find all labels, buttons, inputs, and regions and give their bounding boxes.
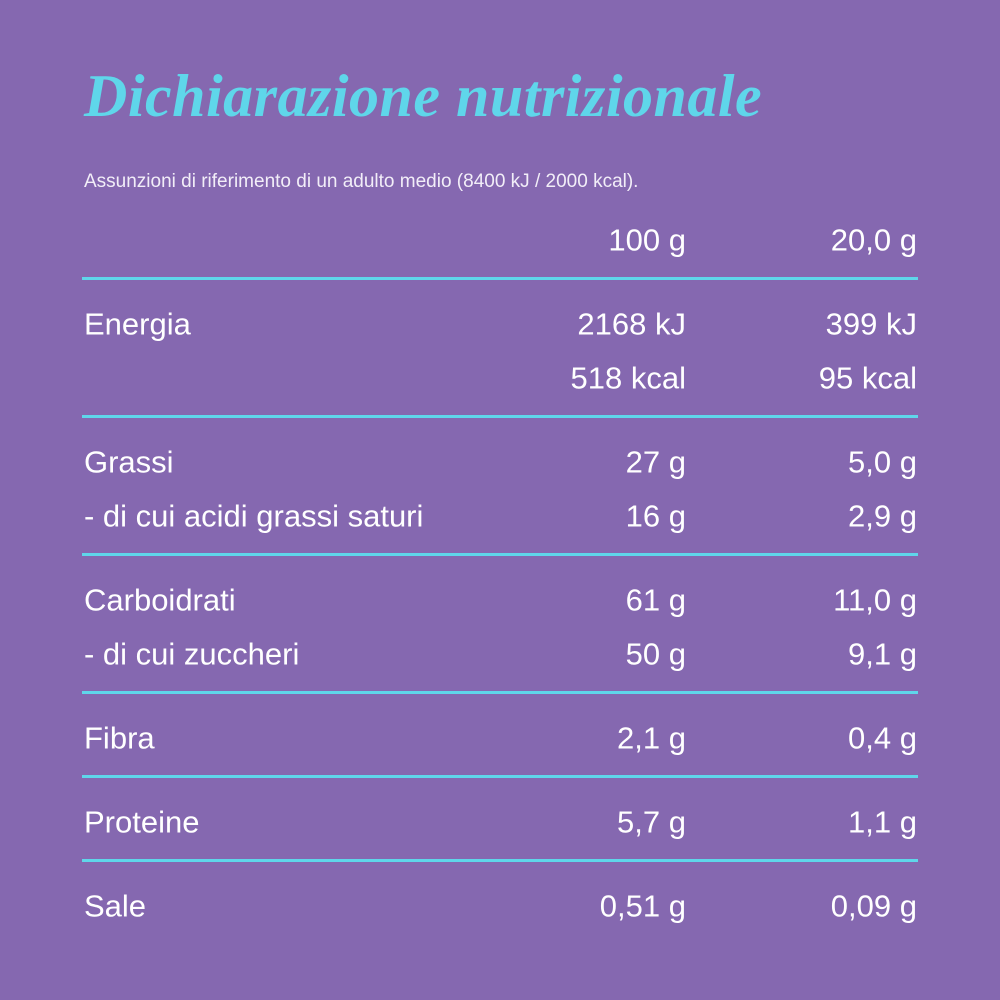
value-per-100g: 61 g — [625, 582, 686, 618]
column-header: 100 g — [608, 222, 686, 258]
nutrient-label: Fibra — [84, 720, 155, 756]
value-per-portion: 9,1 g — [848, 636, 917, 672]
value-per-portion: 2,9 g — [848, 498, 917, 534]
separator — [82, 553, 918, 556]
nutrient-label: Grassi — [84, 444, 174, 480]
title: Dichiarazione nutrizionale — [84, 63, 763, 129]
separator — [82, 775, 918, 778]
value-per-portion: 95 kcal — [818, 360, 917, 396]
value-per-portion: 11,0 g — [833, 582, 917, 618]
nutrient-label: Proteine — [84, 804, 200, 840]
separator — [82, 859, 918, 862]
nutrient-label: - di cui zuccheri — [84, 636, 300, 672]
value-per-portion: 0,09 g — [830, 888, 917, 924]
value-per-portion: 1,1 g — [848, 804, 917, 840]
value-per-100g: 2,1 g — [617, 720, 686, 756]
value-per-100g: 518 kcal — [570, 360, 686, 396]
value-per-100g: 5,7 g — [617, 804, 686, 840]
subtitle: Assunzioni di riferimento di un adulto m… — [84, 171, 639, 192]
value-per-portion: 5,0 g — [848, 444, 917, 480]
value-per-100g: 2168 kJ — [577, 306, 686, 342]
value-per-100g: 16 g — [625, 498, 686, 534]
nutrient-label: Energia — [84, 306, 191, 342]
value-per-portion: 399 kJ — [825, 306, 917, 342]
value-per-100g: 27 g — [625, 444, 686, 480]
value-per-portion: 0,4 g — [848, 720, 917, 756]
value-per-100g: 0,51 g — [599, 888, 686, 924]
column-header: 20,0 g — [830, 222, 917, 258]
separator — [82, 277, 918, 280]
nutrient-label: - di cui acidi grassi saturi — [84, 498, 424, 534]
separator — [82, 415, 918, 418]
value-per-100g: 50 g — [625, 636, 686, 672]
nutrient-label: Carboidrati — [84, 582, 236, 618]
nutrient-label: Sale — [84, 888, 147, 924]
separator — [82, 691, 918, 694]
